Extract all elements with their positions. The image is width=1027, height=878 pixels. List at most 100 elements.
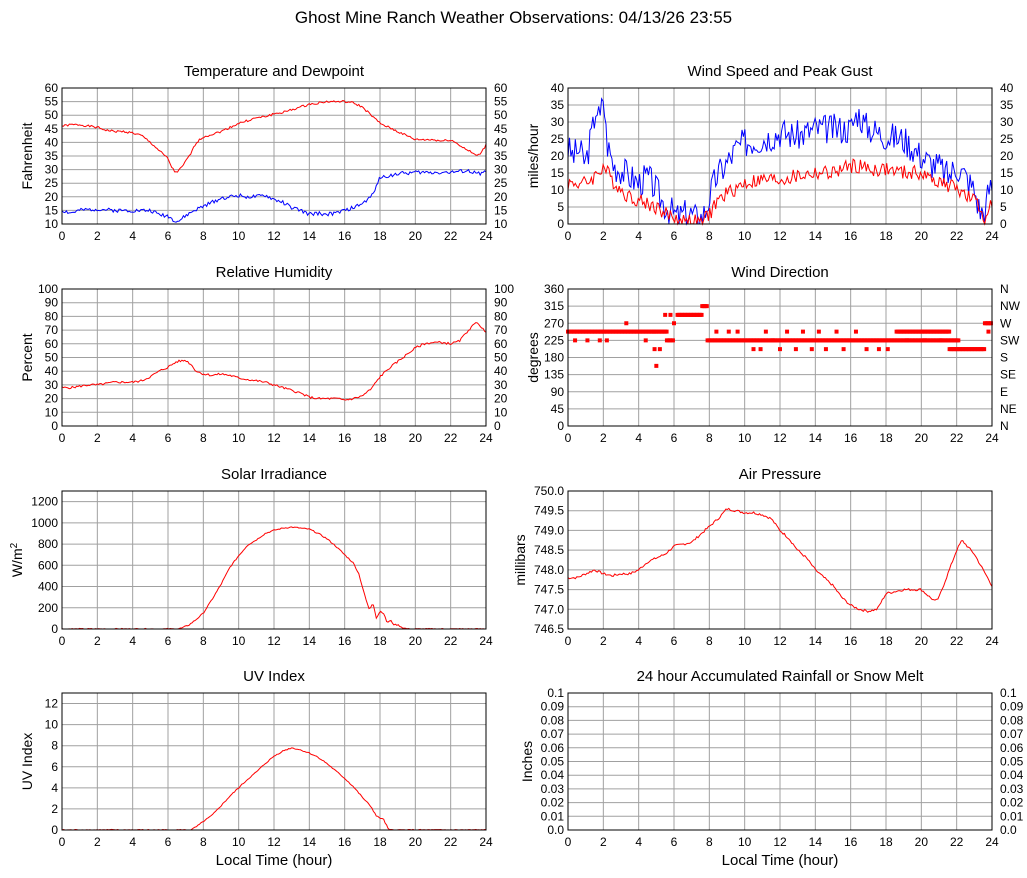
y-tick-label: 10 [45, 405, 59, 419]
x-tick-label: 12 [267, 634, 281, 648]
x-tick-label: 24 [985, 634, 999, 648]
y-tick-label: 4 [51, 781, 58, 795]
data-point [834, 329, 839, 334]
chart-title: 24 hour Accumulated Rainfall or Snow Mel… [637, 668, 925, 685]
plot-frame [61, 692, 487, 831]
y-tick-label: 0.05 [541, 755, 565, 769]
x-tick-label: 0 [565, 229, 572, 243]
plot-frame [61, 490, 487, 630]
y-tick-label: 747.5 [534, 583, 564, 597]
data-point [714, 329, 719, 334]
data-point [672, 321, 676, 326]
y-tick-label: 40 [45, 135, 59, 149]
y-tick-label-right: 0.01 [1000, 809, 1024, 823]
x-tick-label: 16 [338, 229, 352, 243]
x-tick-label: 16 [338, 431, 352, 445]
y-tick-label-right: 40 [494, 364, 508, 378]
data-point [956, 338, 961, 343]
y-tick-label: 10 [551, 183, 565, 197]
x-tick-label: 24 [985, 431, 999, 445]
y-tick-label: 315 [544, 299, 564, 313]
y-tick-label-right: 55 [494, 95, 508, 109]
x-tick-label: 18 [373, 835, 387, 849]
x-tick-label: 2 [94, 634, 101, 648]
y-tick-label: 749.0 [534, 523, 564, 537]
y-tick-label: 270 [544, 316, 564, 330]
series-wind-direction [566, 304, 993, 368]
data-point [624, 321, 629, 326]
x-tick-label: 0 [59, 835, 66, 849]
data-point [982, 347, 987, 352]
x-tick-label: 16 [844, 634, 858, 648]
x-tick-label: 18 [373, 634, 387, 648]
y-tick-label: 360 [544, 282, 564, 296]
y-tick-label: 40 [551, 81, 565, 95]
x-tick-label: 8 [200, 431, 207, 445]
data-point [922, 338, 927, 343]
data-point [988, 321, 993, 326]
y-tick-label: 20 [45, 190, 59, 204]
data-point [864, 347, 869, 352]
x-tick-label: 4 [129, 431, 136, 445]
x-tick-label: 10 [232, 229, 246, 243]
x-tick-label: 22 [950, 835, 964, 849]
y-tick-label-right: 30 [1000, 115, 1014, 129]
y-tick-label-right: 45 [494, 122, 508, 136]
y-tick-label-right: 100 [494, 282, 514, 296]
x-tick-label: 2 [600, 431, 607, 445]
chart-rain: 24 hour Accumulated Rainfall or Snow Mel… [519, 668, 1024, 869]
y-tick-label-right: 25 [1000, 132, 1014, 146]
y-tick-label-right: 35 [1000, 98, 1014, 112]
y-tick-label-right: 15 [494, 203, 508, 217]
data-point [726, 329, 731, 334]
y-tick-label: 0.06 [541, 741, 565, 755]
x-tick-label: 18 [879, 229, 893, 243]
y-tick-label: 80 [45, 309, 59, 323]
x-tick-label: 10 [738, 835, 752, 849]
x-tick-label: 18 [879, 431, 893, 445]
data-point [652, 347, 657, 352]
series-line-relative-humidity [61, 322, 487, 401]
data-point [585, 338, 590, 343]
y-tick-label-right: 60 [494, 81, 508, 95]
data-point [751, 347, 756, 352]
series-line-wind-speed [567, 158, 993, 226]
plot-frame [567, 692, 993, 831]
data-point [657, 347, 662, 352]
x-tick-label: 22 [444, 835, 458, 849]
y-tick-label: 0 [557, 419, 564, 433]
y-tick-label-right: 50 [494, 351, 508, 365]
y-tick-label: 2 [51, 802, 58, 816]
x-tick-label: 4 [635, 229, 642, 243]
x-tick-label: 4 [129, 835, 136, 849]
y-tick-label: 15 [551, 166, 565, 180]
x-tick-label: 18 [879, 634, 893, 648]
x-tick-label: 22 [444, 229, 458, 243]
data-point [793, 347, 798, 352]
x-tick-label: 20 [409, 229, 423, 243]
x-tick-label: 14 [303, 431, 317, 445]
y-tick-label: 0.03 [541, 782, 565, 796]
x-tick-label: 24 [479, 835, 493, 849]
y-tick-label: 748.0 [534, 563, 564, 577]
y-axis-label: Fahrenheit [19, 122, 35, 189]
data-point [800, 329, 805, 334]
chart-title: Temperature and Dewpoint [184, 63, 365, 80]
x-tick-label: 14 [303, 634, 317, 648]
x-tick-label: 4 [635, 431, 642, 445]
y-tick-label-right: 0.05 [1000, 755, 1024, 769]
data-point [670, 338, 675, 343]
data-point [573, 338, 578, 343]
y-tick-label: 40 [45, 364, 59, 378]
x-tick-label: 14 [809, 229, 823, 243]
x-tick-label: 0 [565, 835, 572, 849]
y-tick-label: 30 [551, 115, 565, 129]
x-tick-label: 12 [773, 229, 787, 243]
y-tick-label: 225 [544, 333, 564, 347]
data-point [668, 312, 673, 317]
